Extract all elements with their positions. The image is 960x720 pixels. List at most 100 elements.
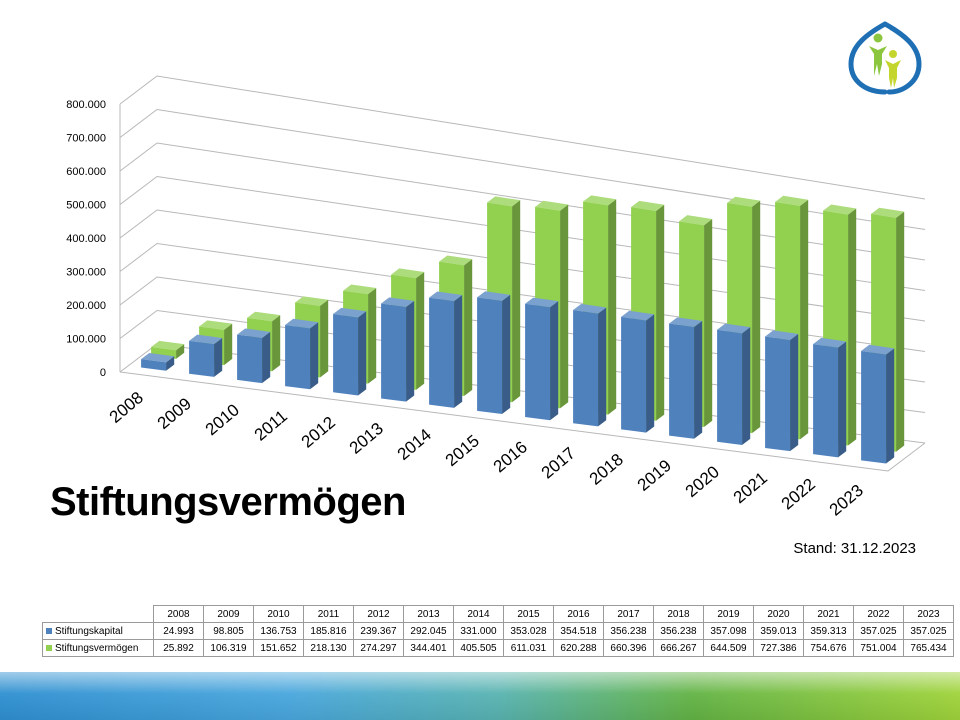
bar-side [368,288,377,384]
x-tick-label: 2019 [634,456,675,495]
bar-side [896,211,905,452]
table-cell: 359.013 [753,622,804,640]
floor-edge [119,371,926,472]
gridline [119,75,926,200]
table-year-header: 2021 [803,605,854,623]
bar-side [214,337,223,377]
x-tick-label: 2013 [346,419,387,458]
bar-top [429,291,463,302]
table-year-header: 2015 [503,605,554,623]
table-cell: 357.025 [903,622,954,640]
table-year-header: 2010 [253,605,304,623]
table-year-header: 2020 [753,605,804,623]
gridline [119,242,926,352]
bar-side [416,271,425,390]
x-tick-label: 2015 [442,431,483,470]
bar-side [464,259,473,397]
x-tick-label: 2018 [586,450,627,489]
table-year-header: 2009 [203,605,254,623]
bar-stiftungskapital-2008 [141,352,175,371]
bar-top [189,334,223,345]
table-cell: 24.993 [153,622,204,640]
bar-front [525,303,551,421]
table-year-header: 2016 [553,605,604,623]
bar-front [861,350,887,464]
bar-front [765,336,791,452]
x-tick-label: 2014 [394,425,435,464]
bar-stiftungskapital-2013 [381,297,415,402]
table-cell: 751.004 [853,639,904,657]
bar-side [550,301,559,421]
gridline [119,108,926,230]
y-tick-label: 500.000 [66,200,106,212]
x-tick-label: 2009 [154,394,195,433]
bar-top [669,317,703,328]
table-cell: 25.892 [153,639,204,657]
bar-top [727,196,761,207]
x-tick-label: 2021 [730,468,771,507]
y-tick-label: 700.000 [66,133,106,145]
bar-side [320,299,329,378]
bar-top [583,195,617,206]
table-cell: 274.297 [353,639,404,657]
bar-side [656,204,665,421]
legend-label: Stiftungskapital [55,625,123,637]
bar-side [272,315,281,372]
y-tick-label: 100.000 [66,334,106,346]
bar-side [694,320,703,439]
x-tick-label: 2008 [106,388,147,427]
table-year-header: 2008 [153,605,204,623]
y-axis-ticks: 0 100.000 200.000 300.000 400.000 500.000 600.… [66,99,106,379]
bar-stiftungskapital-2017 [573,303,607,427]
table-cell: 754.676 [803,639,854,657]
bar-top [141,352,175,363]
bar-top [813,337,847,348]
table-cell: 660.396 [603,639,654,657]
bar-side [406,300,415,402]
bar-top [823,204,857,215]
bar-front [477,297,503,415]
x-tick-label: 2012 [298,413,339,452]
bar-side [512,200,521,403]
bar-side [752,200,761,434]
x-tick-label: 2020 [682,462,723,501]
bar-top [199,320,233,330]
bar-side [704,219,713,427]
bar-side [224,323,233,366]
page-title: Stiftungsvermögen [50,480,406,524]
bar-top [381,297,415,308]
table-cell: 644.509 [703,639,754,657]
bar-top [247,311,281,322]
x-tick-label: 2017 [538,444,579,483]
bar-front [813,344,839,458]
bar-side [598,307,607,427]
bar-side [800,199,809,440]
bar-side [454,295,463,408]
chart-gridlines [119,75,926,472]
table-cell: 344.401 [403,639,454,657]
bar-top [573,303,607,314]
bar-top [861,344,895,355]
table-year-header: 2023 [903,605,954,623]
table-year-header: 2018 [653,605,704,623]
table-cell: 357.025 [853,622,904,640]
table-cell: 331.000 [453,622,504,640]
bar-front [333,313,359,396]
table-cell: 353.028 [503,622,554,640]
table-cell: 292.045 [403,622,454,640]
table-year-header: 2014 [453,605,504,623]
bar-top [717,323,751,334]
bar-side [166,356,175,371]
stand-date: Stand: 31.12.2023 [793,540,916,557]
bar-front [189,340,215,377]
bar-top [333,307,367,318]
gridline [119,309,926,413]
bar-front [717,329,743,445]
table-year-header: 2022 [853,605,904,623]
bar-stiftungskapital-2014 [429,291,463,408]
chart-bars [141,195,905,464]
bar-top [151,340,185,351]
bar-stiftungskapital-2015 [477,291,511,415]
table-cell: 357.098 [703,622,754,640]
bar-top [237,328,271,339]
